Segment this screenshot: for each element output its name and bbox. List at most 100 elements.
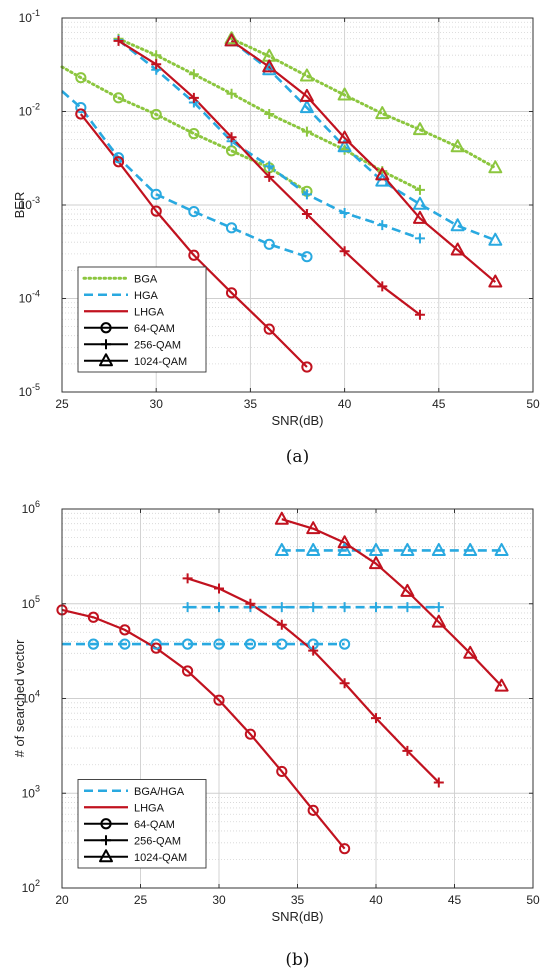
data-point xyxy=(371,713,381,724)
data-point xyxy=(433,777,444,788)
data-point xyxy=(75,72,87,84)
data-point xyxy=(276,602,287,613)
data-point xyxy=(337,139,352,153)
data-point xyxy=(213,638,225,650)
legend-label: 256-QAM xyxy=(134,339,181,351)
x-tick-label: 20 xyxy=(55,893,69,907)
data-point xyxy=(151,50,162,61)
data-point xyxy=(450,139,465,153)
data-point xyxy=(450,242,465,256)
data-point xyxy=(263,238,275,250)
data-point xyxy=(182,573,193,584)
legend-label: 256-QAM xyxy=(134,835,181,847)
x-tick-label: 35 xyxy=(244,397,258,411)
data-point xyxy=(264,161,275,172)
data-point xyxy=(150,638,162,650)
x-tick-label: 45 xyxy=(432,397,446,411)
data-point xyxy=(245,598,256,609)
legend-label: 1024-QAM xyxy=(134,356,187,368)
x-tick-label: 50 xyxy=(526,397,540,411)
ber-chart: 25 30 35 40 45 50 10-5 10-4 10-3 10-2 10-1 SNR(dB) B… xyxy=(12,8,540,467)
data-point xyxy=(306,542,321,556)
data-point xyxy=(433,602,444,613)
series-group xyxy=(56,511,509,855)
y-tick-label: 103 xyxy=(22,783,40,800)
y-tick-label: 105 xyxy=(22,594,40,611)
y-axis-label: # of searched vector xyxy=(12,639,27,757)
data-point xyxy=(308,602,319,613)
legend-marker xyxy=(100,322,112,334)
data-point xyxy=(339,208,350,219)
data-point xyxy=(337,535,352,549)
data-point xyxy=(87,638,100,650)
y-tick-label: 10-3 xyxy=(19,195,40,212)
data-point xyxy=(494,542,509,556)
x-tick-label: 25 xyxy=(134,893,148,907)
data-point xyxy=(414,233,425,244)
data-point xyxy=(150,188,162,200)
data-point xyxy=(150,642,162,654)
y-tick-label: 102 xyxy=(22,878,40,895)
x-axis-label: SNR(dB) xyxy=(271,909,323,924)
legend-marker xyxy=(99,353,113,367)
data-point xyxy=(188,205,200,218)
data-point xyxy=(414,309,425,320)
data-point xyxy=(450,218,465,232)
data-point xyxy=(188,249,200,261)
data-point xyxy=(276,619,287,630)
data-point xyxy=(112,92,125,104)
data-point xyxy=(113,35,124,46)
legend-label: 64-QAM xyxy=(134,323,175,335)
x-tick-label: 30 xyxy=(150,397,164,411)
data-point xyxy=(151,59,162,70)
x-tick-label: 25 xyxy=(55,397,69,411)
data-point xyxy=(369,542,383,556)
data-point xyxy=(263,323,275,335)
data-point xyxy=(494,678,509,692)
data-point xyxy=(225,287,238,299)
data-point xyxy=(306,521,321,535)
legend-label: BGA xyxy=(134,273,158,285)
data-point xyxy=(150,108,162,121)
data-point xyxy=(369,556,383,570)
y-axis-label: BER xyxy=(12,192,27,219)
data-point xyxy=(337,542,352,556)
legend-label: HGA xyxy=(134,290,159,302)
data-point xyxy=(301,361,313,373)
series-line-bga-circle xyxy=(60,65,309,193)
data-point xyxy=(274,542,289,556)
x-axis-label: SNR(dB) xyxy=(271,413,323,428)
y-tick-label: 106 xyxy=(22,499,40,516)
data-point xyxy=(412,122,427,136)
y-tick-label: 10-2 xyxy=(19,102,40,119)
data-point xyxy=(301,251,313,263)
series-group xyxy=(60,31,503,373)
data-point xyxy=(244,638,256,650)
legend-box xyxy=(77,266,207,373)
data-point xyxy=(87,611,100,623)
data-point xyxy=(299,88,314,102)
series-line-hga-triangle xyxy=(230,39,496,242)
y-tick-label: 104 xyxy=(22,689,40,706)
data-point xyxy=(463,645,478,659)
data-point xyxy=(276,765,288,778)
data-point xyxy=(339,638,351,650)
data-point xyxy=(377,220,388,231)
data-point xyxy=(339,843,351,855)
data-point xyxy=(412,210,427,224)
figure-caption: (b) xyxy=(285,950,309,970)
data-point xyxy=(262,59,277,73)
series-line-lhga-circle xyxy=(61,608,346,850)
data-point xyxy=(276,638,288,650)
data-point xyxy=(150,205,162,217)
data-point xyxy=(188,92,199,103)
x-tick-label: 40 xyxy=(338,397,352,411)
data-point xyxy=(375,106,390,120)
legend: BGA/HGA LHGA 64-QAM 256-QAM 1024-QAM xyxy=(77,779,207,869)
data-point xyxy=(299,68,314,82)
data-point xyxy=(75,102,87,114)
data-point xyxy=(299,100,314,114)
data-point xyxy=(400,583,415,597)
data-point xyxy=(301,189,312,200)
data-point xyxy=(226,88,237,99)
